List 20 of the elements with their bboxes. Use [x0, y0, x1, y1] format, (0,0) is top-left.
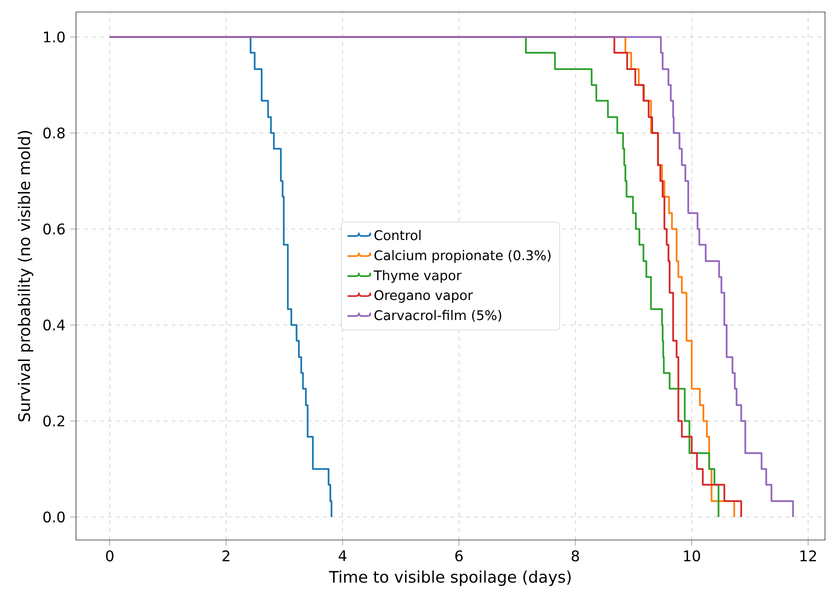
legend-label: Carvacrol-film (5%): [374, 310, 502, 322]
legend-label: Calcium propionate (0.3%): [374, 250, 551, 263]
x-tick-label: 12: [800, 550, 816, 562]
y-tick-label: 0.8: [43, 127, 65, 138]
x-axis-title: Time to visible spoilage (days): [328, 570, 571, 586]
y-tick-label: 0.6: [43, 223, 65, 234]
y-tick-label: 0.2: [43, 415, 64, 426]
legend-label: Control: [374, 230, 421, 240]
y-tick-label: 1.0: [44, 31, 65, 42]
x-tick-label: 10: [684, 550, 700, 562]
y-axis-title: Survival probability (no visible mold): [18, 130, 34, 422]
legend-label: Thyme vapor: [374, 270, 462, 283]
x-tick-label: 6: [455, 550, 463, 562]
x-tick-label: 0: [106, 550, 114, 562]
y-tick-label: 0.4: [43, 319, 65, 330]
y-tick-label: 0.0: [43, 511, 65, 522]
legend-label: Oregano vapor: [374, 290, 473, 303]
x-tick-label: 2: [222, 550, 230, 562]
x-tick-label: 8: [572, 550, 579, 562]
x-tick-label: 4: [338, 550, 346, 562]
